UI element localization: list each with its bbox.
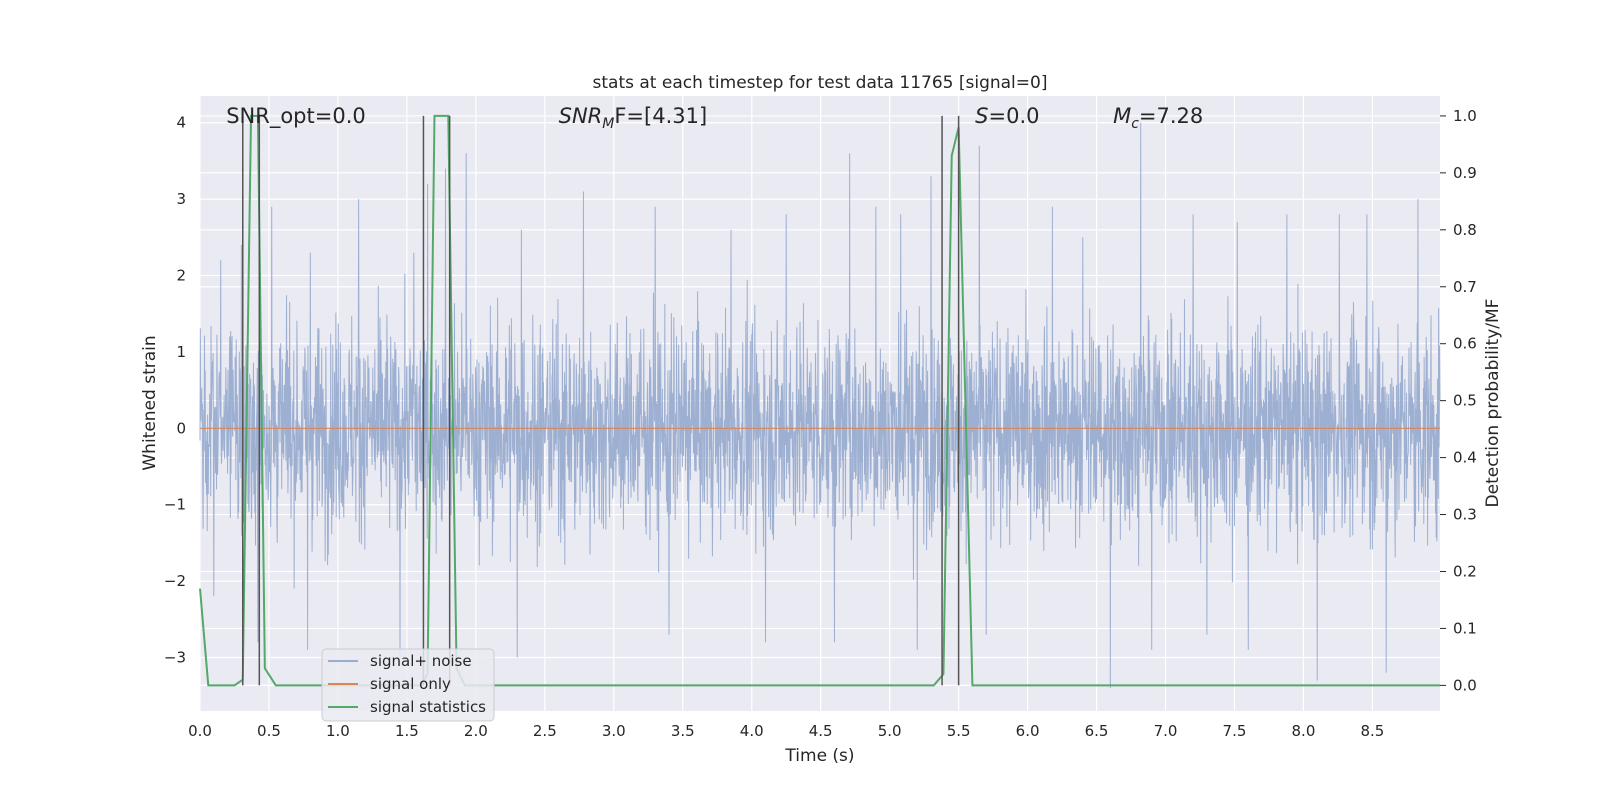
left-y-tick-label: 3 [176, 190, 186, 208]
x-tick-label: 5.0 [878, 722, 902, 740]
signal-plus-noise-series [199, 122, 1441, 689]
legend-box [321, 648, 495, 722]
x-tick-label: 6.0 [1016, 722, 1040, 740]
right-y-tick-label: 0.0 [1453, 676, 1477, 694]
x-tick-label: 7.0 [1154, 722, 1178, 740]
x-tick-label: 0.5 [257, 722, 281, 740]
right-y-tick-label: 0.9 [1453, 164, 1477, 182]
right-y-tick-label: 0.4 [1453, 449, 1477, 467]
right-y-tick-label: 0.7 [1453, 278, 1477, 296]
left-y-tick-label: 4 [176, 114, 186, 132]
x-tick-label: 8.5 [1360, 722, 1384, 740]
left-y-tick-label: 0 [176, 419, 186, 437]
left-y-axis-label: Whitened strain [140, 335, 160, 470]
annotation-mc-val: Mc=7.28 [1113, 104, 1203, 132]
right-y-tick-label: 0.8 [1453, 221, 1477, 239]
x-tick-label: 8.0 [1292, 722, 1316, 740]
x-axis-label: Time (s) [784, 746, 854, 766]
right-y-tick-label: 0.1 [1453, 619, 1477, 637]
right-y-tick-label: 0.5 [1453, 392, 1477, 410]
legend: signal+ noise signal only signal statist… [321, 648, 495, 722]
left-y-tick-label: −2 [164, 572, 186, 590]
annotation-snr-mf: SNRMF=[4.31] [559, 104, 708, 132]
x-tick-label: 0.0 [188, 722, 212, 740]
x-tick-labels: 0.0 0.5 1.0 1.5 2.0 2.5 3.0 3.5 4.0 4.5 5.0 5.5 6.0 6… [188, 722, 1384, 740]
x-tick-label: 1.0 [326, 722, 350, 740]
x-tick-label: 3.0 [602, 722, 626, 740]
left-y-tick-labels: 4 3 2 1 0 −1 −2 −3 [164, 114, 186, 667]
right-y-tick-label: 0.2 [1453, 562, 1477, 580]
signal-plus-noise-line [199, 122, 1441, 689]
x-tick-label: 4.0 [740, 722, 764, 740]
right-y-tick-label: 1.0 [1453, 107, 1477, 125]
legend-label-signal-noise: signal+ noise [370, 652, 472, 670]
x-tick-label: 2.0 [464, 722, 488, 740]
annotations: SNR_opt=0.0 SNRMF=[4.31] S=0.0 Mc=7.28 [226, 104, 1203, 132]
left-y-tick-label: −3 [164, 649, 186, 667]
x-tick-label: 5.5 [947, 722, 971, 740]
x-tick-label: 2.5 [533, 722, 557, 740]
left-y-tick-label: 1 [176, 343, 186, 361]
annotation-s-val: S=0.0 [975, 104, 1039, 128]
x-tick-label: 7.5 [1223, 722, 1247, 740]
legend-label-signal-only: signal only [370, 675, 451, 693]
chart-title: stats at each timestep for test data 117… [593, 73, 1048, 93]
annotation-snr-opt: SNR_opt=0.0 [226, 104, 366, 129]
left-y-tick-label: −1 [164, 496, 186, 514]
x-tick-label: 6.5 [1085, 722, 1109, 740]
vertical-markers [242, 115, 960, 686]
x-tick-label: 4.5 [809, 722, 833, 740]
x-tick-label: 1.5 [395, 722, 419, 740]
right-y-tick-label: 0.6 [1453, 335, 1477, 353]
right-y-axis-label: Detection probability/MF [1483, 299, 1503, 508]
left-y-tick-label: 2 [176, 267, 186, 285]
right-y-tick-labels: 1.0 0.9 0.8 0.7 0.6 0.5 0.4 0.3 0.2 0.1 0.0 [1440, 107, 1477, 694]
legend-label-signal-statistics: signal statistics [370, 698, 486, 716]
x-tick-label: 3.5 [671, 722, 695, 740]
right-y-tick-label: 0.3 [1453, 506, 1477, 524]
